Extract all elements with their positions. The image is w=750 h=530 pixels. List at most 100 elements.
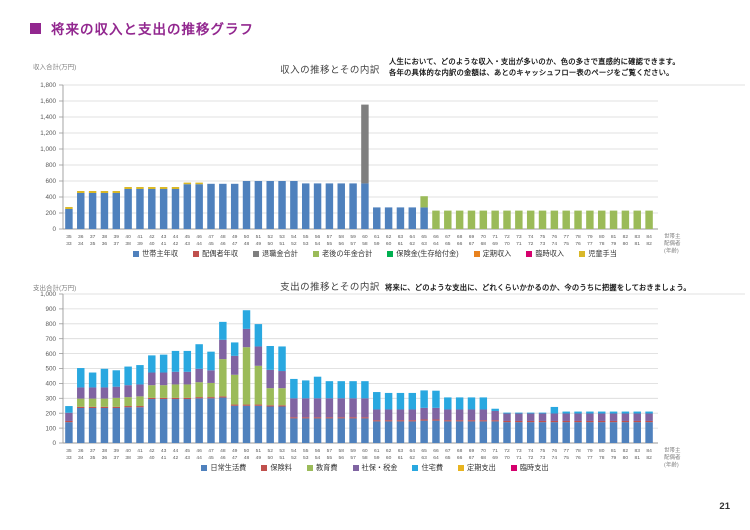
x-label-householder: 35 [66, 234, 72, 240]
x-label-spouse: 79 [611, 455, 617, 461]
x-label-spouse: 43 [185, 455, 191, 461]
bar-segment [550, 422, 559, 443]
bar-segment [195, 368, 203, 383]
bar-segment [159, 399, 168, 443]
y-tick-label: 1,200 [40, 130, 56, 137]
bar-segment [77, 368, 85, 388]
x-label-spouse: 35 [90, 455, 96, 461]
x-label-spouse: 33 [66, 455, 72, 461]
bar-segment [550, 210, 559, 229]
bar-segment [171, 189, 180, 229]
bar-segment [515, 420, 523, 423]
bar-segment [420, 419, 428, 421]
x-label-spouse: 49 [256, 241, 262, 247]
bar-segment [621, 210, 630, 229]
bar-segment [207, 382, 215, 398]
x-label-spouse: 63 [421, 455, 427, 461]
x-label-householder: 49 [232, 448, 238, 454]
bar-segment [479, 210, 488, 229]
x-label-spouse: 76 [575, 455, 581, 461]
y-tick-label: 900 [45, 306, 56, 313]
x-label-spouse: 77 [587, 241, 593, 247]
x-label-householder: 53 [279, 448, 285, 454]
x-label-spouse: 76 [575, 241, 581, 247]
bar-segment [278, 181, 286, 229]
bar-segment [479, 420, 488, 422]
x-label-spouse: 34 [78, 455, 84, 461]
bar-segment [479, 409, 488, 421]
bar-segment [550, 406, 559, 414]
x-label-householder: 75 [540, 448, 546, 454]
x-label-householder: 46 [196, 234, 202, 240]
bar-segment [586, 422, 594, 443]
x-label-householder: 67 [445, 448, 451, 454]
bar-segment [526, 420, 535, 423]
bar-segment [432, 419, 440, 421]
x-label-spouse: 55 [327, 455, 333, 461]
bar-segment [384, 392, 393, 410]
x-label-householder: 40 [125, 448, 131, 454]
bar-segment [266, 406, 274, 443]
x-label-spouse: 52 [291, 241, 297, 247]
page-title: 将来の収入と支出の推移グラフ [30, 18, 254, 38]
legend-label: 保険料 [270, 463, 292, 472]
bar-segment [444, 420, 452, 422]
bar-segment [633, 210, 641, 229]
x-label-spouse: 47 [232, 241, 238, 247]
x-label-householder: 40 [125, 234, 131, 240]
x-label-spouse: 37 [114, 455, 120, 461]
legend-label: 住宅費 [421, 463, 444, 472]
x-label-householder: 49 [232, 234, 238, 240]
bar-segment [562, 210, 570, 229]
bar-segment [159, 372, 168, 386]
bar-segment [337, 381, 345, 399]
bar-segment [301, 183, 310, 229]
legend-label: 臨時収入 [535, 249, 565, 258]
bar-segment [195, 184, 203, 229]
x-label-householder: 73 [516, 448, 522, 454]
bar-segment [112, 397, 121, 407]
income-chart-note: 人生において、どのような収入・支出が多いのか、色の多さで直感的に確認できます。 … [389, 56, 745, 79]
x-label-householder: 74 [528, 448, 534, 454]
bar-segment [503, 420, 511, 423]
x-label-spouse: 73 [540, 241, 546, 247]
bar-segment [562, 413, 570, 421]
bar-segment [195, 344, 203, 369]
bar-segment [65, 209, 73, 229]
bar-segment [100, 387, 109, 399]
bar-segment [171, 397, 180, 400]
bar-segment [597, 411, 606, 414]
income-chart-legend: 世帯主年収 配偶者年収 退職金合計 老後の年金合計 保険金(生存給付金) 定期収入 臨時収入… [55, 249, 695, 259]
x-label-spouse: 74 [552, 241, 558, 247]
x-label-spouse: 80 [623, 455, 629, 461]
bar-segment [574, 411, 582, 414]
bar-segment [254, 324, 263, 347]
bar-segment [65, 420, 73, 423]
bar-segment [515, 412, 523, 414]
x-label-householder: 58 [339, 448, 345, 454]
bar-segment [633, 413, 641, 421]
bar-segment [491, 410, 499, 421]
legend-swatch-icon [253, 251, 260, 257]
bar-segment [112, 191, 121, 193]
bar-segment [254, 365, 263, 405]
x-label-spouse: 53 [303, 241, 309, 247]
bar-segment [136, 189, 144, 229]
x-label-spouse: 74 [552, 455, 558, 461]
bar-segment [609, 411, 618, 414]
x-label-spouse: 71 [516, 241, 522, 247]
bar-segment [384, 420, 393, 422]
bar-segment [313, 398, 322, 418]
x-label-householder: 64 [410, 234, 416, 240]
x-label-spouse: 81 [635, 241, 641, 247]
y-tick-label: 1,800 [40, 82, 56, 89]
bar-segment [503, 412, 511, 414]
bar-segment [420, 207, 428, 229]
bar-segment [88, 372, 97, 388]
bar-segment [88, 193, 97, 229]
bar-segment [645, 420, 653, 423]
x-label-spouse: 50 [267, 455, 273, 461]
x-label-spouse: 81 [635, 455, 641, 461]
x-label-spouse: 42 [173, 241, 179, 247]
bar-segment [65, 422, 73, 443]
